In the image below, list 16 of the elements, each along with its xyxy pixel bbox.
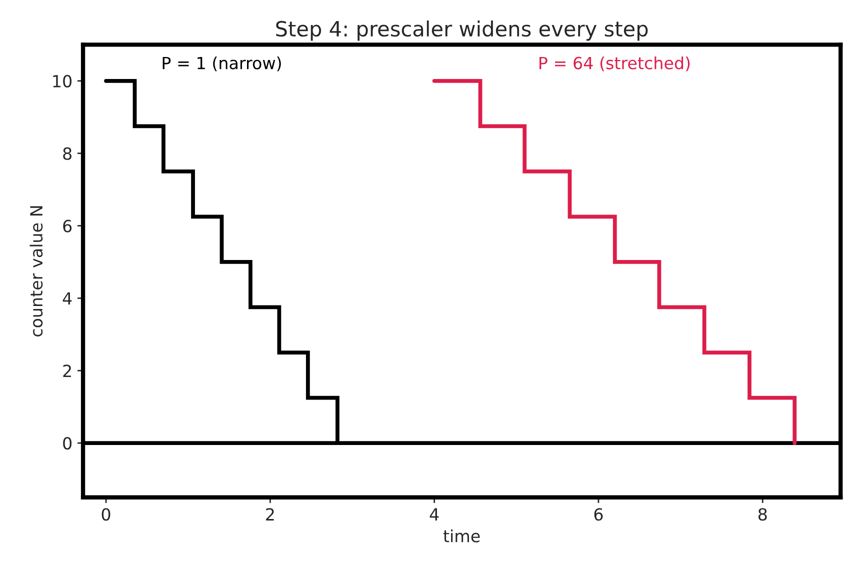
- x-tick-label: 6: [594, 508, 603, 521]
- y-tick-label: 0: [63, 437, 72, 450]
- x-axis-title: time: [443, 529, 480, 542]
- y-tick-label: 6: [63, 220, 72, 232]
- text: P = 64 (stretched): [540, 56, 690, 72]
- y-tick-label: 8: [63, 147, 72, 160]
- y-axis-title: counter value N: [30, 206, 43, 336]
- x-tick-label: 4: [430, 508, 439, 520]
- x-tick-label: 8: [758, 508, 767, 521]
- y-tick-label: 2: [63, 364, 71, 377]
- y-tick-label: 4: [62, 292, 72, 305]
- x-tick-label: 2: [266, 508, 274, 520]
- y-tick-label: 10: [53, 74, 72, 88]
- x-tick-label: 0: [102, 508, 110, 521]
- series-label: P = 1 (narrow): [162, 56, 281, 72]
- chart-title: Step 4: prescaler widens every step: [276, 20, 648, 41]
